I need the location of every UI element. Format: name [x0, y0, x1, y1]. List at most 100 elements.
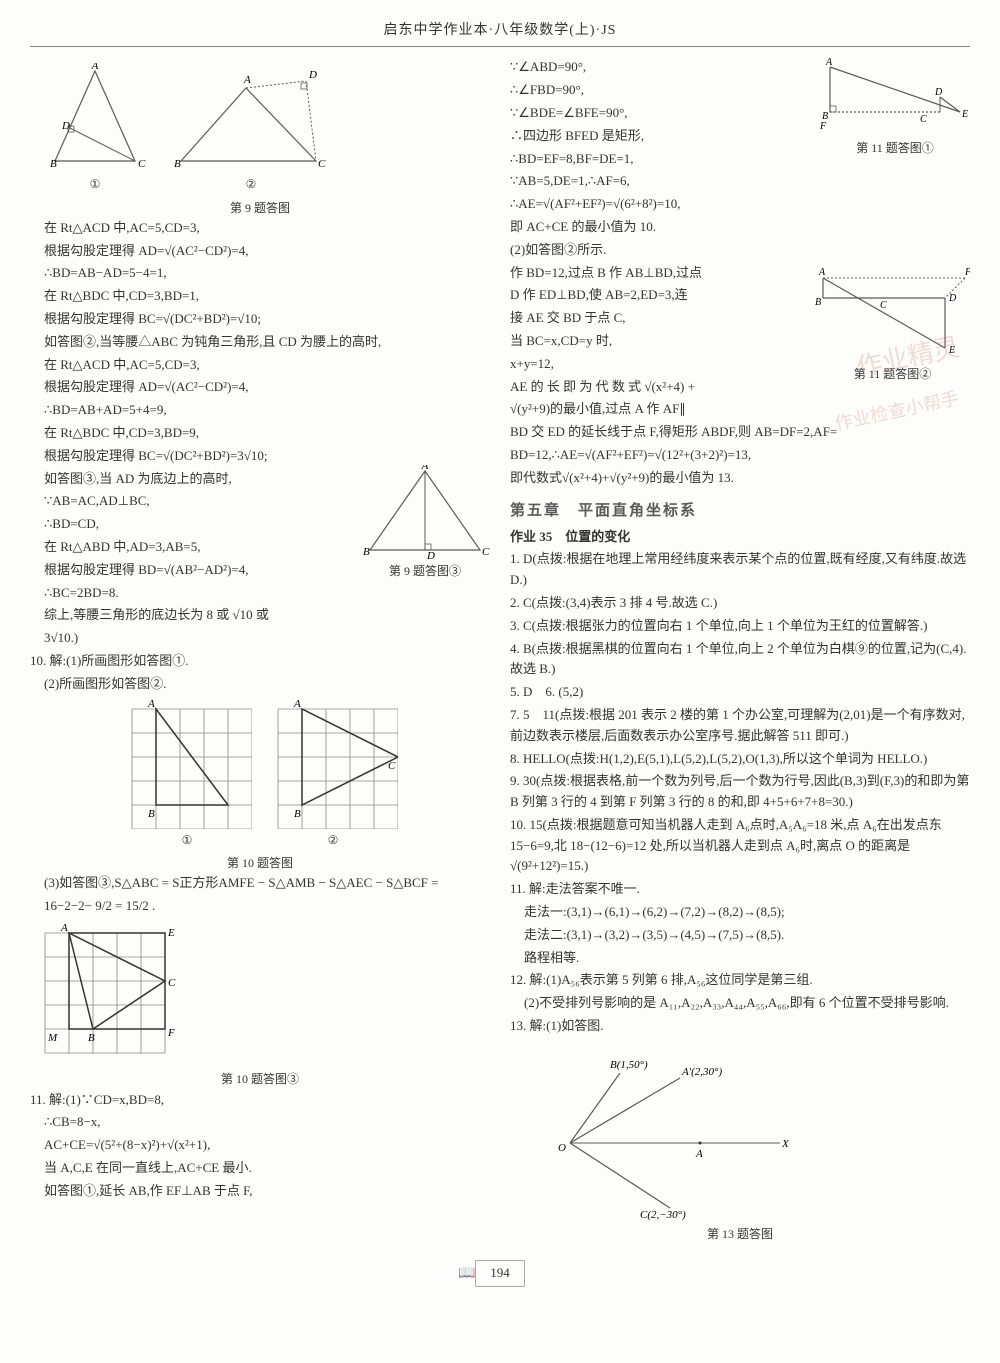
svg-text:B: B [363, 546, 370, 558]
text-line: ∴BD=AB−AD=5−4=1, [30, 263, 490, 284]
fig9-caption: 第 9 题答图 [30, 199, 490, 218]
figure-11-1: A B F D C E 第 11 题答图① [820, 57, 970, 158]
answer-item: 走法二:(3,1)→(3,2)→(3,5)→(4,5)→(7,5)→(8,5). [510, 925, 970, 946]
svg-text:A: A [293, 699, 301, 710]
fig10-sub2-label: ② [268, 831, 398, 850]
right-column: A B F D C E 第 11 题答图① ∵∠ABD=90°, ∴∠FBD=9… [510, 57, 970, 1244]
text-line: ∴BC=2BD=8. [30, 583, 490, 604]
fig10-sub1-label: ① [122, 831, 252, 850]
svg-text:C: C [388, 760, 396, 772]
text-line: (2)如答图②所示. [510, 240, 970, 261]
svg-text:B: B [294, 808, 301, 820]
svg-text:B: B [174, 158, 181, 170]
text-line: ∴BD=AB+AD=5+4=9, [30, 400, 490, 421]
svg-text:B: B [50, 158, 57, 170]
text-line: 如答图②,当等腰△ABC 为钝角三角形,且 CD 为腰上的高时, [30, 332, 490, 353]
svg-text:D: D [934, 87, 943, 98]
answer-item: (2)不受排列号影响的是 A₁₁,A₂₂,A₃₃,A₄₄,A₅₅,A₆₆,即有 … [510, 993, 970, 1014]
svg-text:C(2,−30°): C(2,−30°) [640, 1209, 686, 1221]
svg-text:C: C [138, 158, 146, 170]
figure-9-3: A B D C 第 9 题答图③ [360, 465, 490, 581]
text-line: BD 交 ED 的延长线于点 F,得矩形 ABDF,则 AB=DF=2,AF= [510, 422, 970, 443]
figure-9-row: A D B C ① A D B C ② [40, 63, 490, 194]
text-line: 根据勾股定理得 AD=√(AC²−CD²)=4, [30, 241, 490, 262]
fig11-caption1: 第 11 题答图① [820, 139, 970, 158]
svg-text:A: A [243, 74, 251, 86]
svg-text:A: A [60, 922, 68, 934]
svg-text:C: C [880, 300, 887, 311]
svg-text:D: D [948, 293, 957, 304]
svg-text:C: C [318, 158, 326, 170]
svg-text:B: B [815, 297, 821, 308]
svg-text:B(1,50°): B(1,50°) [610, 1059, 648, 1071]
svg-text:F: F [820, 121, 827, 132]
svg-text:A: A [147, 699, 155, 710]
answer-item: 4. B(点拨:根据黑棋的位置向右 1 个单位,向上 2 个单位为白棋⑨的位置,… [510, 639, 970, 681]
chapter-title: 第五章 平面直角坐标系 [510, 499, 970, 523]
svg-text:E: E [167, 927, 175, 939]
figure-9-1: A D B C ① [40, 63, 150, 194]
svg-text:C: C [920, 114, 927, 125]
answer-item: 13. 解:(1)如答图. [510, 1016, 970, 1037]
fig9-sub3-label: 第 9 题答图③ [360, 562, 490, 581]
fig9-sub2-label: ② [166, 175, 336, 194]
text-line: BD=12,∴AE=√(AF²+EF²)=√(12²+(3+2)²)=13, [510, 445, 970, 466]
figure-11-2: A F B C D E 第 11 题答图② [815, 263, 970, 384]
svg-text:C: C [168, 977, 176, 989]
text-line: ∴AE=√(AF²+EF²)=√(6²+8²)=10, [510, 194, 970, 215]
fig13-caption: 第 13 题答图 [510, 1225, 970, 1244]
page-header: 启东中学作业本·八年级数学(上)·JS [30, 20, 970, 47]
svg-text:X: X [781, 1138, 790, 1150]
q11-line2: ∴CB=8−x, [30, 1112, 490, 1133]
q11-line4: 当 A,C,E 在同一直线上,AC+CE 最小. [30, 1158, 490, 1179]
figure-13: B(1,50°) A′(2,30°) O A X C(2,−30°) 第 13 … [510, 1043, 970, 1244]
fig10-caption: 第 10 题答图 [30, 854, 490, 873]
answer-item: 5. D 6. (5,2) [510, 682, 970, 703]
text-line: 综上,等腰三角形的底边长为 8 或 √10 或 [30, 605, 490, 626]
answer-item: 2. C(点拨:(3,4)表示 3 排 4 号.故选 C.) [510, 593, 970, 614]
text-line: 在 Rt△BDC 中,CD=3,BD=1, [30, 286, 490, 307]
two-column-layout: A D B C ① A D B C ② 第 9 题答图 在 Rt△ACD 中,A… [30, 57, 970, 1244]
answer-item: 8. HELLO(点拨:H(1,2),E(5,1),L(5,2),L(5,2),… [510, 749, 970, 770]
svg-text:B: B [148, 808, 155, 820]
text-line: 在 Rt△ACD 中,AC=5,CD=3, [30, 218, 490, 239]
q10-line2: (2)所画图形如答图②. [30, 674, 490, 695]
book-icon: 📖 [458, 1263, 475, 1285]
answer-item: 3. C(点拨:根据张力的位置向右 1 个单位,向上 1 个单位为王红的位置解答… [510, 616, 970, 637]
answer-item: 11. 解:走法答案不唯一. [510, 879, 970, 900]
svg-text:E: E [948, 345, 955, 356]
answer-item: 10. 15(点拨:根据题意可知当机器人走到 A₆点时,A₅A₆=18 米,点 … [510, 815, 970, 877]
figure-10-row: A B ① A B C ② [30, 699, 490, 850]
figure-10-3: A E C M B F 第 10 题答图③ [30, 918, 490, 1089]
section-title: 作业 35 位置的变化 [510, 527, 970, 548]
svg-text:A′(2,30°): A′(2,30°) [681, 1066, 722, 1078]
svg-text:O: O [558, 1142, 566, 1154]
answer-item: 路程相等. [510, 948, 970, 969]
svg-text:A: A [421, 465, 429, 472]
svg-text:D: D [308, 69, 317, 81]
svg-text:A: A [91, 63, 99, 72]
text-line: 根据勾股定理得 BC=√(DC²+BD²)=√10; [30, 309, 490, 330]
q11-line3: AC+CE=√(5²+(8−x)²)+√(x²+1), [30, 1135, 490, 1156]
text-line: 在 Rt△ACD 中,AC=5,CD=3, [30, 355, 490, 376]
text-line: 根据勾股定理得 BC=√(DC²+BD²)=3√10; [30, 446, 490, 467]
text-line: ∵AB=5,DE=1,∴AF=6, [510, 171, 970, 192]
svg-text:A: A [695, 1148, 703, 1160]
text-line: 即 AC+CE 的最小值为 10. [510, 217, 970, 238]
fig10-caption3: 第 10 题答图③ [30, 1070, 490, 1089]
svg-text:D: D [61, 120, 70, 132]
q10-line3: (3)如答图③,S△ABC = S正方形AMFE − S△AMB − S△AEC… [30, 873, 490, 894]
fig9-sub1-label: ① [40, 175, 150, 194]
answer-item: 9. 30(点拨:根据表格,前一个数为列号,后一个数为行号,因此(B,3)到(F… [510, 771, 970, 813]
q11-line1: 11. 解:(1)∵CD=x,BD=8, [30, 1090, 490, 1111]
svg-text:E: E [961, 109, 968, 120]
answer-item: 12. 解:(1)A₅₆表示第 5 列第 6 排,A₅₆这位同学是第三组. [510, 970, 970, 991]
q10-line3b: 16−2−2− 9/2 = 15/2 . [30, 896, 490, 917]
figure-10-1: A B ① [122, 699, 252, 850]
svg-text:F: F [964, 267, 970, 278]
fig11-caption2: 第 11 题答图② [815, 365, 970, 384]
text-line: 即代数式√(x²+4)+√(y²+9)的最小值为 13. [510, 468, 970, 489]
svg-text:D: D [426, 550, 435, 560]
figure-9-2: A D B C ② [166, 63, 336, 194]
q11-line5: 如答图①,延长 AB,作 EF⊥AB 于点 F, [30, 1181, 490, 1202]
